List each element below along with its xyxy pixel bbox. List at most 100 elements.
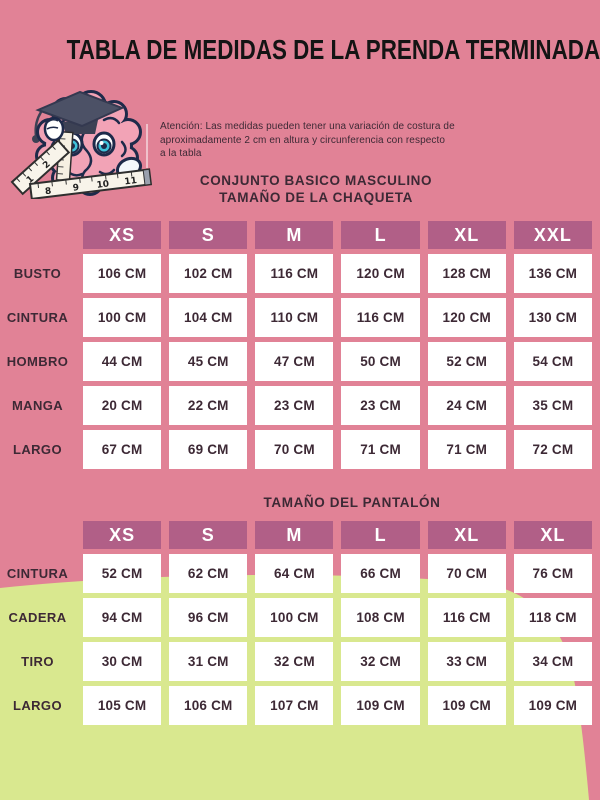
measure-value-cell: 71 CM <box>427 430 506 469</box>
jacket-size-table: XS S M L XL XXL BUSTO 106 CM 102 CM 116 CM 120 CM 1… <box>0 221 592 469</box>
measure-row-label: MANGA <box>11 398 64 413</box>
measuring-tape-bottom-icon: 8 9 10 11 <box>28 168 153 199</box>
measure-value-cell: 34 CM <box>513 642 592 681</box>
table-corner-spacer <box>0 221 75 249</box>
measure-value-cell: 116 CM <box>255 254 334 293</box>
jacket-section-line2: TAMAÑO DE LA CHAQUETA <box>219 190 413 205</box>
table-corner-spacer <box>0 521 75 549</box>
measure-value-cell: 106 CM <box>83 254 162 293</box>
measure-row-label: HOMBRO <box>6 354 69 369</box>
measure-value-cell: 109 CM <box>341 686 420 725</box>
svg-text:9: 9 <box>72 183 79 194</box>
measure-value-cell: 120 CM <box>341 254 420 293</box>
measure-value-cell: 109 CM <box>427 686 506 725</box>
svg-text:10: 10 <box>96 179 110 190</box>
measure-value-cell: 22 CM <box>169 386 248 425</box>
measure-value-cell: 118 CM <box>513 598 592 637</box>
size-column-header: S <box>169 221 248 249</box>
measure-value-cell: 31 CM <box>169 642 248 681</box>
measure-value-cell: 64 CM <box>255 554 334 593</box>
measure-value-cell: 72 CM <box>513 430 592 469</box>
size-column-header: M <box>255 521 334 549</box>
measure-value-cell: 120 CM <box>427 298 506 337</box>
measure-value-cell: 70 CM <box>255 430 334 469</box>
size-column-header: XL <box>427 521 506 549</box>
measure-value-cell: 69 CM <box>169 430 248 469</box>
measure-value-cell: 110 CM <box>255 298 334 337</box>
measure-value-cell: 76 CM <box>513 554 592 593</box>
measure-value-cell: 32 CM <box>341 642 420 681</box>
measure-value-cell: 116 CM <box>427 598 506 637</box>
measure-value-cell: 62 CM <box>169 554 248 593</box>
measure-value-cell: 136 CM <box>513 254 592 293</box>
measure-value-cell: 52 CM <box>427 342 506 381</box>
measure-value-cell: 23 CM <box>341 386 420 425</box>
svg-text:8: 8 <box>45 186 52 197</box>
measure-value-cell: 30 CM <box>83 642 162 681</box>
measure-value-cell: 24 CM <box>427 386 506 425</box>
measure-value-cell: 50 CM <box>341 342 420 381</box>
measure-value-cell: 44 CM <box>83 342 162 381</box>
measure-row-label: LARGO <box>13 698 62 713</box>
svg-text:11: 11 <box>124 176 138 187</box>
measure-value-cell: 116 CM <box>341 298 420 337</box>
size-column-header: XL <box>427 221 506 249</box>
measure-value-cell: 67 CM <box>83 430 162 469</box>
brain-mascot-icon: 1 2 8 9 10 11 <box>10 90 153 199</box>
measure-value-cell: 100 CM <box>83 298 162 337</box>
measure-row-label: BUSTO <box>13 266 62 281</box>
pants-section-title: TAMAÑO DEL PANTALÓN <box>263 495 441 510</box>
seam-variation-notice: Atención: Las medidas pueden tener una v… <box>160 120 455 161</box>
measure-row-label: CADERA <box>8 610 67 625</box>
measure-value-cell: 102 CM <box>169 254 248 293</box>
jacket-section-heading: CONJUNTO BASICO MASCULINO TAMAÑO DE LA C… <box>16 172 600 206</box>
measure-value-cell: 23 CM <box>255 386 334 425</box>
measure-value-cell: 109 CM <box>513 686 592 725</box>
measure-value-cell: 107 CM <box>255 686 334 725</box>
svg-text:1: 1 <box>25 174 36 186</box>
size-column-header: XXL <box>513 221 592 249</box>
measure-value-cell: 54 CM <box>513 342 592 381</box>
graduation-cap-icon <box>35 90 125 134</box>
measure-value-cell: 35 CM <box>513 386 592 425</box>
measure-value-cell: 105 CM <box>83 686 162 725</box>
measure-value-cell: 45 CM <box>169 342 248 381</box>
measure-value-cell: 104 CM <box>169 298 248 337</box>
size-column-header: XS <box>83 521 162 549</box>
size-column-header: L <box>341 521 420 549</box>
measure-row-label: LARGO <box>13 442 62 457</box>
measure-value-cell: 70 CM <box>427 554 506 593</box>
measure-value-cell: 96 CM <box>169 598 248 637</box>
size-column-header: S <box>169 521 248 549</box>
left-glove-icon <box>43 116 65 142</box>
notice-line: Atención: Las medidas pueden tener una v… <box>160 121 455 132</box>
notice-line: a la tabla <box>160 148 202 159</box>
measure-value-cell: 106 CM <box>169 686 248 725</box>
size-column-header: XS <box>83 221 162 249</box>
size-column-header: L <box>341 221 420 249</box>
measure-value-cell: 128 CM <box>427 254 506 293</box>
size-column-header: XL <box>513 521 592 549</box>
pants-size-table: XS S M L XL XL CINTURA 52 CM 62 CM 64 CM 66 CM 70 C… <box>0 521 592 725</box>
measure-value-cell: 108 CM <box>341 598 420 637</box>
size-column-header: M <box>255 221 334 249</box>
svg-text:2: 2 <box>41 160 52 172</box>
measure-value-cell: 66 CM <box>341 554 420 593</box>
measure-value-cell: 33 CM <box>427 642 506 681</box>
measure-value-cell: 52 CM <box>83 554 162 593</box>
pants-section-heading: TAMAÑO DEL PANTALÓN <box>52 494 600 511</box>
measuring-tape-diagonal-icon: 1 2 <box>10 139 71 196</box>
measure-row-label: TIRO <box>21 654 54 669</box>
measure-value-cell: 71 CM <box>341 430 420 469</box>
measure-row-label: CINTURA <box>6 566 69 581</box>
notice-divider <box>146 124 148 168</box>
measure-value-cell: 130 CM <box>513 298 592 337</box>
measure-value-cell: 32 CM <box>255 642 334 681</box>
measure-value-cell: 94 CM <box>83 598 162 637</box>
measure-value-cell: 47 CM <box>255 342 334 381</box>
notice-line: aproximadamente 2 cm en altura y circunf… <box>160 134 446 146</box>
measure-value-cell: 20 CM <box>83 386 162 425</box>
page-title: TABLA DE MEDIDAS DE LA PRENDA TERMINADA <box>66 34 600 65</box>
measure-row-label: CINTURA <box>6 310 69 325</box>
